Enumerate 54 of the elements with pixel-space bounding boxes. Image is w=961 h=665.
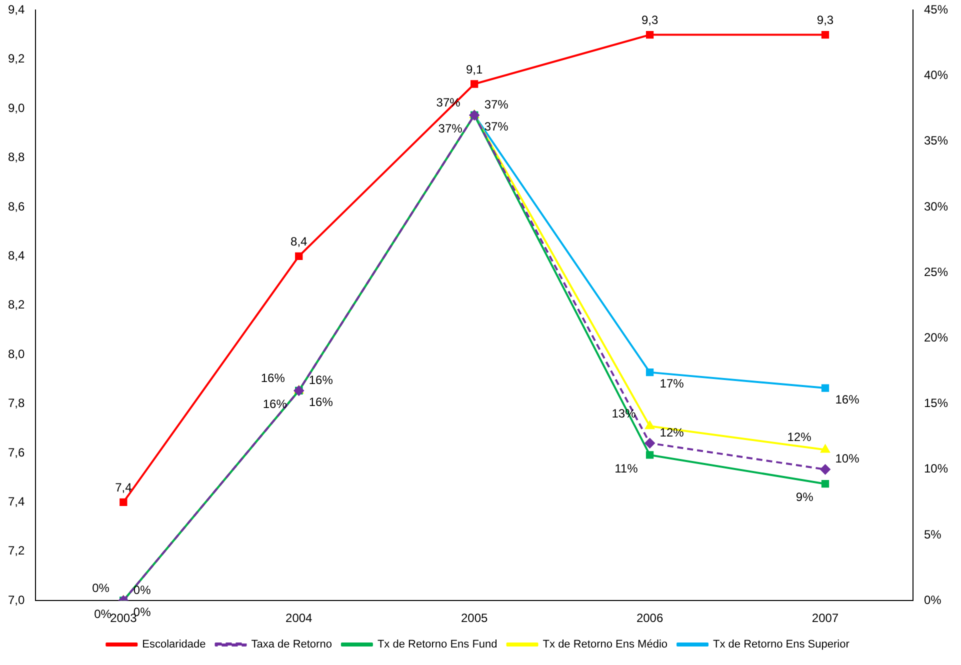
y-tick-label: 8,0 bbox=[8, 346, 25, 361]
data-label: 16% bbox=[260, 370, 286, 385]
y2-tick-label: 30% bbox=[924, 199, 948, 214]
data-label: 7,4 bbox=[115, 480, 132, 495]
data-label: 37% bbox=[438, 121, 463, 136]
legend-label: Tx de Retorno Ens Superior bbox=[713, 638, 850, 651]
data-label: 10% bbox=[835, 452, 860, 466]
y2-tick-label: 25% bbox=[924, 264, 948, 279]
y2-tick-label: 15% bbox=[924, 396, 948, 410]
y-tick-label: 8,6 bbox=[8, 199, 25, 214]
data-label: 11% bbox=[614, 461, 638, 476]
y-tick-label: 7,6 bbox=[8, 445, 25, 460]
data-label: 12% bbox=[787, 430, 812, 444]
y-tick-label: 8,8 bbox=[8, 150, 25, 164]
data-label: 16% bbox=[835, 392, 860, 406]
legend-label: Tx de Retorno Ens Fund bbox=[377, 638, 498, 651]
x-tick-label: 2004 bbox=[286, 611, 313, 626]
data-label: 9,1 bbox=[466, 62, 483, 76]
y-tick-label: 7,8 bbox=[8, 396, 25, 410]
data-label: 9% bbox=[796, 490, 814, 504]
y2-tick-label: 5% bbox=[924, 527, 942, 542]
y-tick-label: 7,2 bbox=[8, 544, 25, 558]
y-tick-label: 9,2 bbox=[8, 52, 25, 66]
data-label: 16% bbox=[262, 396, 288, 411]
data-label: 0% bbox=[94, 606, 112, 621]
data-label: 0% bbox=[133, 582, 152, 597]
data-label: 12% bbox=[660, 425, 684, 440]
x-tick-label: 2007 bbox=[812, 611, 839, 626]
y2-tick-label: 10% bbox=[924, 462, 948, 476]
data-label: 17% bbox=[660, 376, 684, 391]
y2-tick-label: 0% bbox=[924, 592, 942, 607]
data-label: 37% bbox=[484, 119, 509, 134]
y-tick-label: 7,4 bbox=[8, 494, 25, 509]
legend-label: Escolaridade bbox=[142, 638, 206, 651]
data-label: 16% bbox=[308, 372, 334, 387]
legend-label: Taxa de Retorno bbox=[251, 638, 332, 651]
y2-tick-label: 35% bbox=[924, 134, 948, 148]
y2-tick-label: 45% bbox=[924, 2, 948, 17]
y-tick-label: 8,2 bbox=[8, 298, 25, 312]
legend-label: Tx de Retorno Ens Médio bbox=[542, 638, 668, 651]
y-tick-label: 8,4 bbox=[8, 248, 25, 263]
y-tick-label: 7,0 bbox=[8, 592, 25, 607]
data-label: 9,3 bbox=[641, 13, 658, 28]
data-label: 0% bbox=[92, 580, 110, 595]
y-tick-label: 9,0 bbox=[8, 100, 25, 115]
data-label: 37% bbox=[484, 97, 509, 112]
data-label: 8,4 bbox=[290, 234, 308, 249]
x-tick-label: 2005 bbox=[460, 611, 488, 626]
y2-tick-label: 40% bbox=[924, 68, 948, 82]
y-tick-label: 9,4 bbox=[8, 2, 25, 17]
x-tick-label: 2006 bbox=[636, 611, 664, 626]
data-label: 16% bbox=[308, 394, 334, 409]
data-label: 9,3 bbox=[816, 13, 834, 28]
y2-tick-label: 20% bbox=[924, 330, 948, 345]
